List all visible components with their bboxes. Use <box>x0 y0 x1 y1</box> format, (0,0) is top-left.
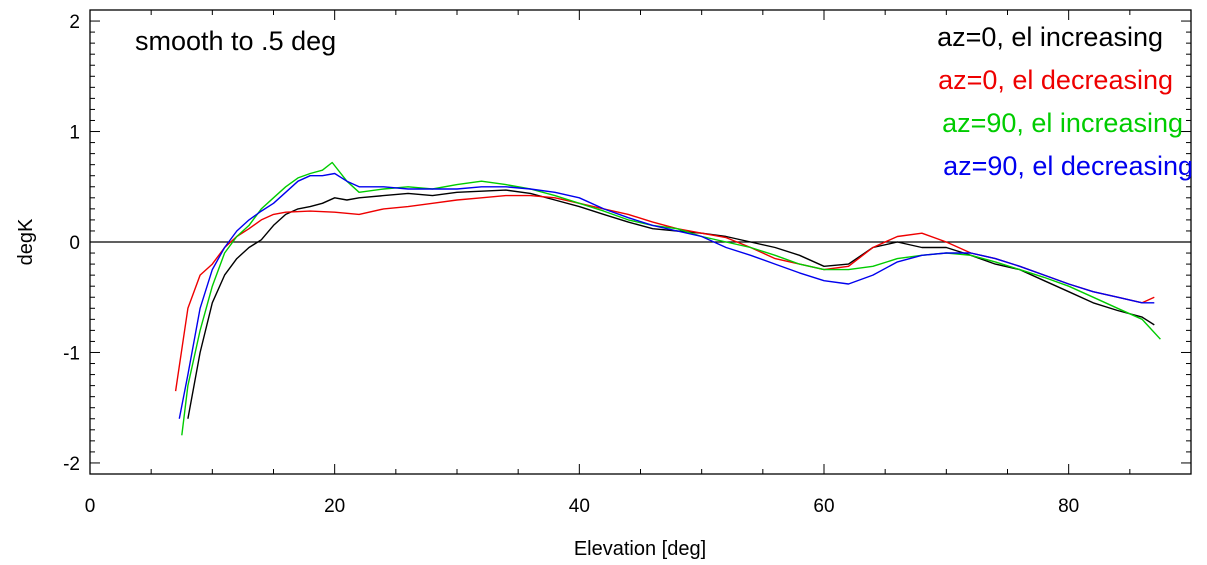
ticks <box>89 10 1192 474</box>
tick-labels: 0 20 40 60 80 -2 -1 0 1 2 <box>63 12 1079 517</box>
y-tick-label: 2 <box>69 12 80 33</box>
series-line-1 <box>174 194 1155 392</box>
series-line-3 <box>178 172 1155 419</box>
x-tick-label: 0 <box>85 496 96 517</box>
series-line-0 <box>187 189 1155 419</box>
x-tick-label: 40 <box>569 496 590 517</box>
y-tick-label: 0 <box>69 233 80 254</box>
series-line-2 <box>181 161 1161 436</box>
legend-entry-1: az=0, el decreasing <box>938 65 1173 95</box>
x-tick-label: 80 <box>1058 496 1079 517</box>
legend-entry-0: az=0, el increasing <box>937 22 1163 52</box>
x-tick-label: 20 <box>324 496 345 517</box>
series-group <box>174 161 1161 436</box>
x-axis-label: Elevation [deg] <box>574 538 706 560</box>
y-axis-label: degK <box>15 218 37 265</box>
y-tick-label: -2 <box>63 454 80 475</box>
y-tick-label: -1 <box>63 343 80 364</box>
legend-entry-2: az=90, el increasing <box>942 108 1183 138</box>
chart-annotation: smooth to .5 deg <box>135 26 336 56</box>
legend: az=0, el increasing az=0, el decreasing … <box>937 22 1193 181</box>
x-tick-label: 60 <box>813 496 834 517</box>
legend-entry-3: az=90, el decreasing <box>943 151 1193 181</box>
y-tick-label: 1 <box>69 123 80 144</box>
